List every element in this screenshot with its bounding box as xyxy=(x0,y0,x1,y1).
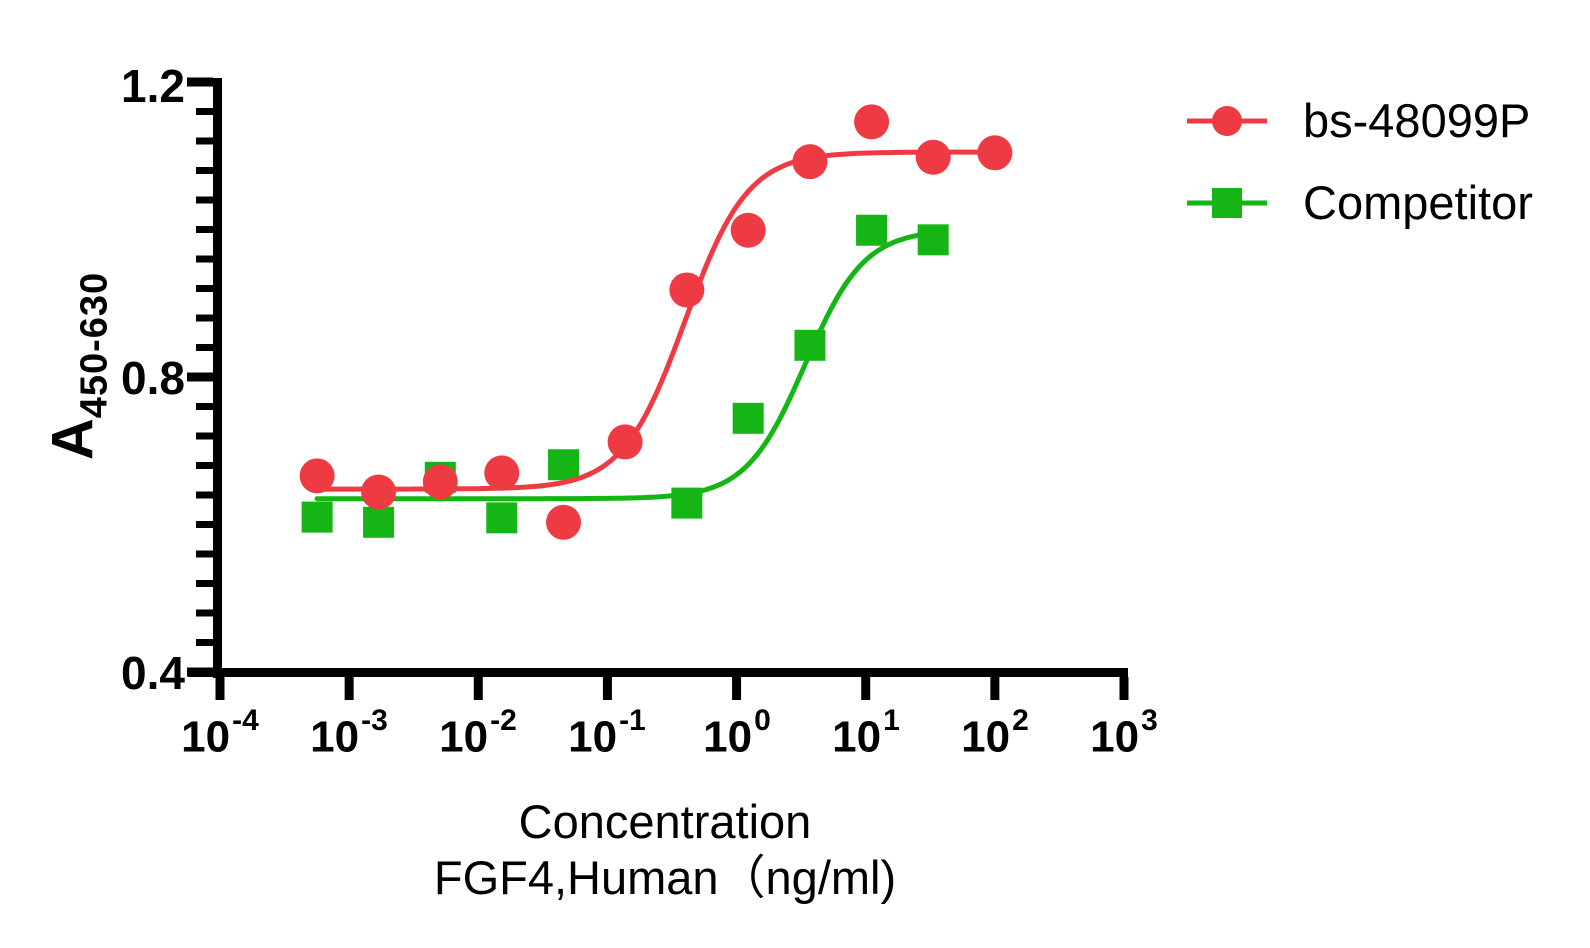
y-minor-tick xyxy=(196,226,213,233)
y-minor-tick xyxy=(196,550,213,558)
x-tick-base: 10 xyxy=(181,712,231,762)
x-tick-exp: 2 xyxy=(1012,704,1029,737)
y-minor-tick xyxy=(196,521,213,528)
x-tick-base: 10 xyxy=(832,712,882,762)
y-axis-spine xyxy=(213,78,222,678)
data-point-Competitor xyxy=(794,329,826,361)
data-point-bs-48099P xyxy=(669,272,705,308)
data-point-bs-48099P xyxy=(792,144,828,180)
data-point-bs-48099P xyxy=(299,458,335,494)
data-point-Competitor xyxy=(917,224,949,256)
x-tick-base: 10 xyxy=(1090,712,1140,762)
x-major-tick xyxy=(344,677,354,700)
x-tick-base: 10 xyxy=(568,712,618,762)
fit-curve-bs-48099P xyxy=(314,149,998,492)
x-tick-label-1e-3: 10-3 xyxy=(274,702,424,763)
legend: bs-48099P Competitor xyxy=(1185,92,1533,232)
legend-label: Competitor xyxy=(1303,176,1533,229)
x-major-tick xyxy=(215,677,225,700)
x-tick-base: 10 xyxy=(961,712,1011,762)
data-point-Competitor xyxy=(671,487,703,519)
y-minor-tick xyxy=(196,491,213,499)
x-major-tick xyxy=(1119,677,1129,700)
data-point-Competitor xyxy=(732,402,764,434)
data-point-Competitor xyxy=(856,214,888,246)
legend-label: bs-48099P xyxy=(1303,94,1531,147)
x-tick-exp: 0 xyxy=(754,704,771,737)
y-axis-title-main: A xyxy=(40,418,106,461)
data-point-bs-48099P xyxy=(546,504,582,540)
data-point-bs-48099P xyxy=(915,139,951,175)
x-tick-base: 10 xyxy=(310,712,360,762)
x-tick-exp: -1 xyxy=(619,704,646,737)
y-minor-tick xyxy=(196,137,213,145)
data-point-bs-48099P xyxy=(854,104,890,140)
x-axis-spine xyxy=(188,668,1128,677)
x-tick-exp: -4 xyxy=(232,704,259,737)
x-major-tick xyxy=(732,677,742,700)
y-minor-tick xyxy=(196,580,213,587)
x-tick-label-1e0: 100 xyxy=(662,702,812,763)
data-point-Competitor xyxy=(363,506,395,538)
x-tick-exp: -3 xyxy=(361,704,388,737)
x-tick-exp: 1 xyxy=(883,704,900,737)
data-point-bs-48099P xyxy=(361,474,397,510)
y-major-tick xyxy=(187,667,213,677)
data-point-bs-48099P xyxy=(422,464,458,500)
y-minor-tick xyxy=(196,108,213,115)
x-tick-label-1e3: 103 xyxy=(1049,702,1199,763)
fit-curve-Competitor xyxy=(314,230,936,502)
x-tick-label-1e-1: 10-1 xyxy=(532,702,682,763)
y-minor-tick xyxy=(196,314,213,322)
y-minor-tick xyxy=(196,609,213,617)
data-point-bs-48099P xyxy=(484,455,520,491)
x-major-tick xyxy=(602,677,612,700)
y-minor-tick xyxy=(196,639,213,646)
data-point-Competitor xyxy=(301,501,333,533)
y-minor-tick xyxy=(196,196,213,204)
x-tick-base: 10 xyxy=(439,712,489,762)
y-minor-tick xyxy=(196,285,213,292)
legend-square-marker-icon xyxy=(1187,188,1267,218)
x-tick-label-1e-4: 10-4 xyxy=(145,702,295,763)
y-major-tick xyxy=(187,77,213,87)
y-minor-tick xyxy=(196,462,213,469)
x-tick-label-1e1: 101 xyxy=(791,702,941,763)
y-major-tick xyxy=(187,372,213,382)
legend-item-competitor: Competitor xyxy=(1185,174,1533,232)
x-tick-exp: 3 xyxy=(1141,704,1158,737)
data-point-bs-48099P xyxy=(730,212,766,248)
y-tick-label-0p4: 0.4 xyxy=(121,647,185,699)
y-minor-tick xyxy=(196,167,213,174)
x-major-tick xyxy=(473,677,483,700)
x-tick-label-1e2: 102 xyxy=(920,702,1070,763)
legend-circle-marker-icon xyxy=(1187,106,1267,136)
x-tick-exp: -2 xyxy=(490,704,517,737)
x-axis-title-line2: FGF4,Human（ng/ml) xyxy=(433,851,897,904)
x-major-tick xyxy=(861,677,871,700)
x-tick-label-1e-2: 10-2 xyxy=(403,702,553,763)
y-tick-label-1p2: 1.2 xyxy=(121,60,185,112)
x-major-tick xyxy=(990,677,1000,700)
x-axis-title-line1: Concentration xyxy=(518,795,812,848)
data-point-Competitor xyxy=(486,502,518,534)
y-minor-tick xyxy=(196,432,213,440)
x-tick-base: 10 xyxy=(703,712,753,762)
data-point-bs-48099P xyxy=(607,424,643,460)
data-point-Competitor xyxy=(548,449,580,481)
y-tick-label-0p8: 0.8 xyxy=(121,352,185,404)
y-minor-tick xyxy=(196,403,213,410)
data-point-bs-48099P xyxy=(977,135,1013,171)
y-minor-tick xyxy=(196,255,213,263)
legend-item-bs-48099P: bs-48099P xyxy=(1185,92,1533,150)
y-minor-tick xyxy=(196,344,213,351)
